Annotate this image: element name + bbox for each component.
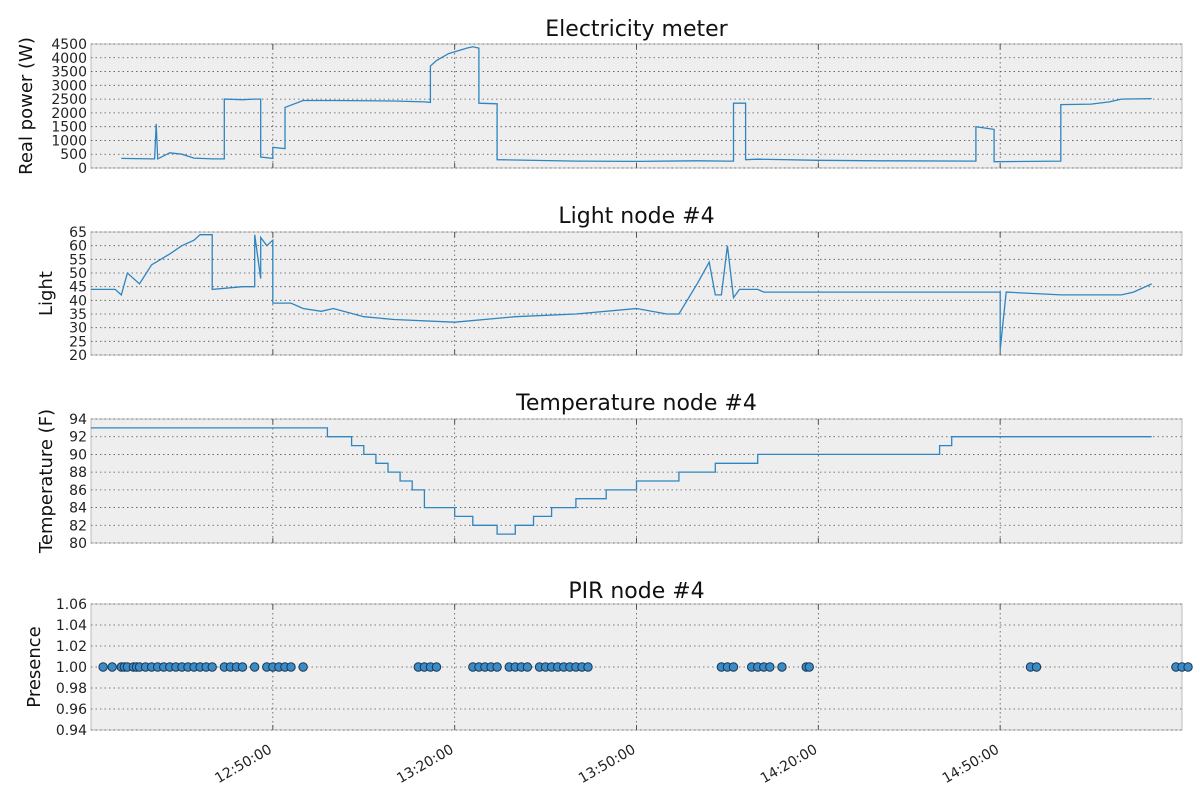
y-axis-label: Temperature (F) xyxy=(36,409,57,554)
y-tick-label: 84 xyxy=(69,501,87,517)
y-tick-label: 55 xyxy=(69,252,87,268)
y-tick-label: 4000 xyxy=(51,51,87,67)
y-tick-label: 0.96 xyxy=(56,702,87,718)
y-tick-label: 94 xyxy=(69,412,87,428)
data-point xyxy=(207,662,217,672)
y-tick-label: 2500 xyxy=(51,92,87,108)
chart-title: Electricity meter xyxy=(545,17,728,42)
x-tick-label: 12:50:00 xyxy=(212,742,274,787)
data-point xyxy=(237,662,248,672)
data-point xyxy=(777,662,787,672)
y-tick-label: 50 xyxy=(69,266,87,282)
x-tick-label: 14:50:00 xyxy=(940,742,1002,787)
y-axis-label: Presence xyxy=(24,626,45,707)
chart-title: Light node #4 xyxy=(558,204,714,229)
y-tick-label: 0 xyxy=(78,161,87,177)
y-tick-label: 1.00 xyxy=(56,660,87,676)
y-tick-label: 90 xyxy=(69,447,87,463)
data-point xyxy=(583,662,593,672)
y-tick-label: 3000 xyxy=(51,78,87,94)
y-tick-label: 1.04 xyxy=(56,618,87,634)
series-line xyxy=(91,234,1152,350)
data-point xyxy=(1031,662,1042,672)
data-point xyxy=(522,662,533,672)
chart-title: PIR node #4 xyxy=(568,579,704,604)
y-tick-label: 86 xyxy=(69,483,87,499)
y-tick-label: 20 xyxy=(69,348,87,364)
y-tick-label: 1500 xyxy=(51,120,87,136)
y-axis-label: Light xyxy=(36,271,57,316)
data-point xyxy=(286,662,296,672)
data-point xyxy=(765,662,775,672)
chart-title: Temperature node #4 xyxy=(515,391,757,416)
x-tick-label: 13:20:00 xyxy=(394,742,456,787)
y-tick-label: 88 xyxy=(69,465,87,481)
data-point xyxy=(492,662,502,672)
data-point xyxy=(298,662,308,672)
y-tick-label: 65 xyxy=(69,225,87,241)
y-tick-label: 25 xyxy=(69,334,87,350)
y-tick-label: 30 xyxy=(69,321,87,337)
y-tick-label: 0.98 xyxy=(56,681,87,697)
y-tick-label: 3500 xyxy=(51,65,87,81)
y-tick-label: 80 xyxy=(69,536,87,552)
y-tick-label: 40 xyxy=(69,293,87,309)
y-tick-label: 500 xyxy=(60,147,87,163)
y-tick-label: 82 xyxy=(69,518,87,534)
data-point xyxy=(107,662,117,672)
y-tick-label: 1.06 xyxy=(56,597,87,613)
chart-panel: 0.94 0.96 0.98 1.00 1.02 1.04 1.06 PIR node #4 P… xyxy=(24,579,1193,739)
series-line xyxy=(121,46,1152,163)
data-point xyxy=(431,662,442,672)
data-point xyxy=(804,662,814,672)
y-tick-label: 4500 xyxy=(51,37,87,53)
y-tick-label: 0.94 xyxy=(56,723,87,739)
y-axis-label: Real power (W) xyxy=(16,37,37,175)
y-tick-label: 2000 xyxy=(51,106,87,122)
y-tick-label: 60 xyxy=(69,239,87,255)
x-tick-label: 13:50:00 xyxy=(576,742,638,787)
y-tick-label: 92 xyxy=(69,430,87,446)
y-tick-label: 35 xyxy=(69,307,87,323)
data-point xyxy=(98,662,108,672)
y-tick-label: 1000 xyxy=(51,133,87,149)
data-point xyxy=(1183,662,1193,672)
y-tick-label: 1.02 xyxy=(56,639,87,655)
x-tick-label: 14:20:00 xyxy=(758,742,820,787)
data-point xyxy=(249,662,260,672)
y-tick-label: 45 xyxy=(69,280,87,296)
series-line xyxy=(91,427,1152,535)
data-point xyxy=(728,662,739,672)
